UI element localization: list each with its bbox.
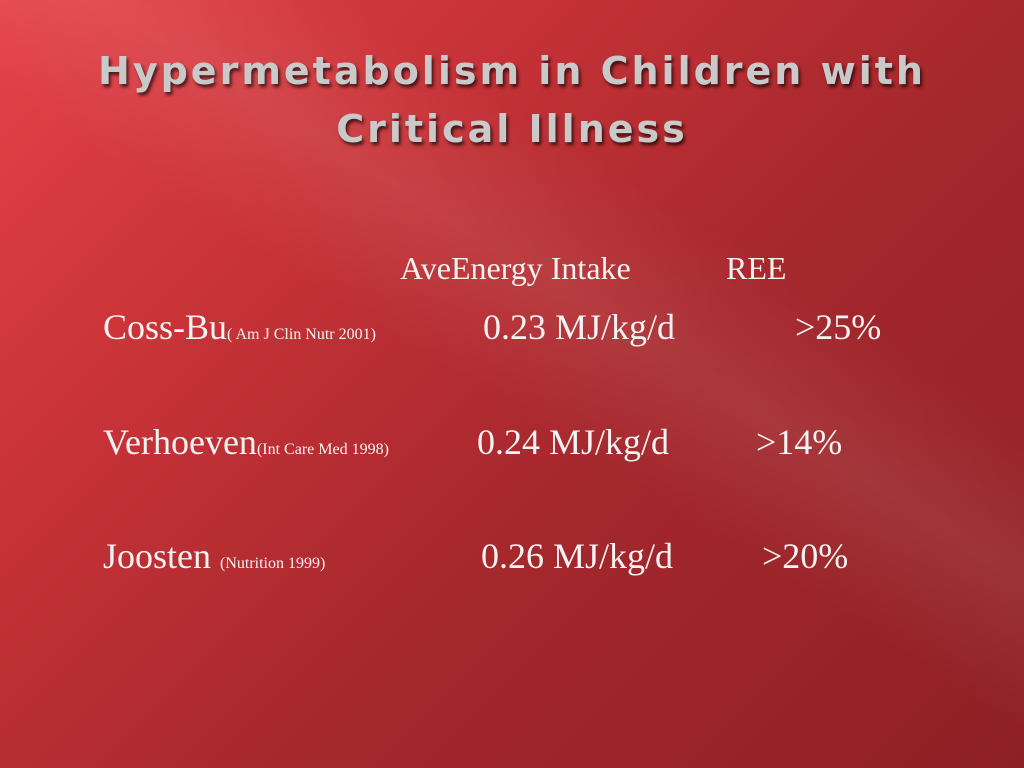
study-author: Coss-Bu( Am J Clin Nutr 2001) <box>103 306 376 348</box>
author-name: Verhoeven <box>103 422 257 462</box>
energy-intake-value: 0.23 MJ/kg/d <box>483 307 676 347</box>
ree-value: >14% <box>756 422 843 462</box>
slide-title: Hypermetabolism in Children with Critica… <box>0 42 1024 158</box>
header-ree: REE <box>726 250 787 286</box>
study-author: Joosten (Nutrition 1999) <box>103 535 325 577</box>
author-name: Coss-Bu <box>103 307 228 347</box>
energy-intake-value: 0.24 MJ/kg/d <box>477 422 670 462</box>
citation: (Nutrition 1999) <box>220 555 326 572</box>
header-energy-intake: AveEnergy Intake <box>400 250 631 286</box>
ree-value: >25% <box>795 307 882 347</box>
citation: (Int Care Med 1998) <box>256 441 389 458</box>
title-line-1: Hypermetabolism in Children with <box>98 49 926 93</box>
citation: ( Am J Clin Nutr 2001) <box>227 326 376 343</box>
ree-value: >20% <box>762 536 849 576</box>
title-line-2: Critical Illness <box>336 107 688 151</box>
energy-intake-value: 0.26 MJ/kg/d <box>481 536 674 576</box>
author-name: Joosten <box>103 536 211 576</box>
study-author: Verhoeven(Int Care Med 1998) <box>103 421 389 463</box>
